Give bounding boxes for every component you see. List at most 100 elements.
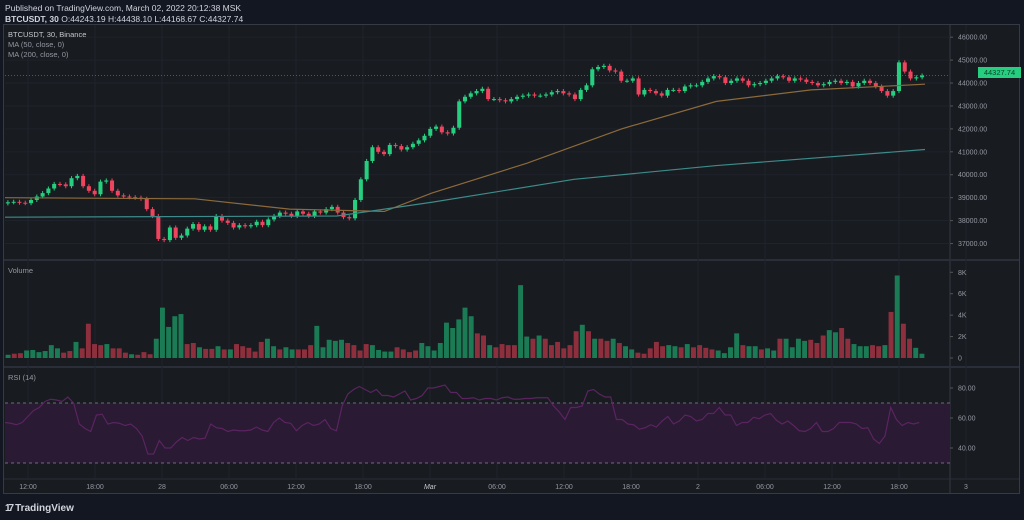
candle-body: [567, 93, 572, 95]
volume-bar: [740, 345, 746, 358]
volume-bar: [845, 338, 851, 358]
volume-bar: [301, 349, 307, 358]
candle-body: [40, 193, 45, 197]
last-price-label: 44327.74: [978, 67, 1021, 78]
candle-body: [717, 76, 722, 78]
price-axis-label: 45000.00: [958, 58, 987, 65]
volume-bar: [820, 335, 826, 358]
candle-body: [191, 224, 196, 229]
volume-bar: [765, 348, 771, 358]
candle-body: [555, 91, 560, 93]
volume-bar: [326, 339, 332, 358]
candle-body: [353, 199, 358, 219]
volume-bar: [870, 345, 875, 358]
candle-body: [104, 180, 109, 182]
candle-body: [844, 81, 849, 84]
price-axis-label: 44000.00: [958, 81, 987, 88]
volume-bar: [277, 349, 283, 358]
candle-body: [260, 221, 265, 226]
volume-bar: [79, 348, 85, 358]
candle-body: [75, 175, 80, 179]
price-axis-label: 38000.00: [958, 218, 987, 225]
candle-body: [486, 88, 491, 100]
volume-bar: [264, 338, 270, 358]
candle-body: [497, 99, 502, 101]
symbol-interval: BTCUSDT, 30: [5, 14, 59, 24]
volume-bar: [363, 344, 369, 358]
candle-body: [613, 70, 618, 72]
volume-pane-title[interactable]: Volume: [8, 266, 34, 275]
legend-ma200[interactable]: MA (200, close, 0): [8, 50, 69, 59]
price-axis-label: 42000.00: [958, 126, 987, 133]
volume-bar: [851, 344, 857, 358]
candle-body: [653, 91, 658, 94]
volume-bar: [11, 353, 17, 358]
volume-bar: [579, 324, 585, 358]
candle-body: [636, 78, 641, 95]
time-axis-label: 12:00: [555, 484, 573, 491]
candle-body: [387, 144, 392, 155]
candle-body: [393, 144, 398, 147]
candle-body: [491, 99, 496, 101]
volume-bar: [444, 322, 449, 358]
volume-bar: [227, 349, 233, 358]
candle-body: [839, 80, 844, 84]
ohlc-line: BTCUSDT, 30 O:44243.19 H:44438.10 L:4416…: [5, 14, 243, 24]
volume-bar: [678, 347, 684, 358]
candle-body: [862, 80, 867, 84]
candle-body: [127, 196, 132, 198]
volume-bar: [413, 350, 419, 358]
candle-body: [277, 212, 282, 217]
candle-body: [480, 88, 485, 92]
candle-body: [665, 89, 670, 96]
volume-bar: [802, 340, 808, 358]
volume-bar: [332, 340, 338, 358]
candle-body: [439, 126, 444, 133]
candle-body: [520, 95, 525, 97]
candle-body: [300, 211, 306, 214]
time-axis-label: 12:00: [287, 484, 305, 491]
volume-bar: [919, 353, 925, 358]
volume-bar: [147, 354, 153, 358]
volume-bar: [783, 338, 789, 358]
volume-bar: [258, 341, 264, 358]
legend-symbol[interactable]: BTCUSDT, 30, Binance: [8, 30, 87, 39]
volume-bar: [141, 352, 147, 358]
candle-body: [740, 78, 745, 81]
volume-bar: [153, 338, 159, 358]
candle-body: [769, 78, 774, 81]
volume-bar: [814, 343, 820, 358]
candle-body: [289, 213, 294, 217]
volume-bar: [215, 346, 221, 358]
rsi-band: [5, 403, 950, 463]
volume-bar: [55, 348, 60, 358]
volume-bar: [481, 335, 486, 358]
volume-bar: [518, 285, 524, 358]
volume-bar: [462, 307, 468, 358]
volume-bar: [561, 348, 567, 358]
candle-body: [729, 80, 734, 84]
volume-bar: [406, 352, 412, 358]
candle-body: [57, 183, 62, 185]
candle-body: [532, 94, 537, 96]
rsi-pane-title[interactable]: RSI (14): [8, 373, 36, 382]
candle-body: [179, 235, 184, 238]
candle-body: [29, 199, 34, 204]
candle-body: [688, 85, 693, 87]
candle-body: [914, 77, 919, 79]
candle-body: [11, 201, 16, 203]
volume-bar: [468, 316, 474, 358]
legend-ma50[interactable]: MA (50, close, 0): [8, 40, 65, 49]
candle-body: [214, 216, 219, 230]
candle-body: [416, 140, 421, 144]
candle-body: [17, 201, 22, 203]
candle-body: [624, 80, 630, 82]
candle-body: [237, 225, 242, 228]
volume-bar: [666, 345, 672, 358]
footer-brand[interactable]: 17 TradingView: [5, 503, 74, 514]
candle-body: [46, 188, 51, 194]
volume-bar: [586, 331, 591, 358]
published-caption: Published on TradingView.com, March 02, …: [5, 3, 242, 13]
volume-bar: [703, 347, 709, 358]
